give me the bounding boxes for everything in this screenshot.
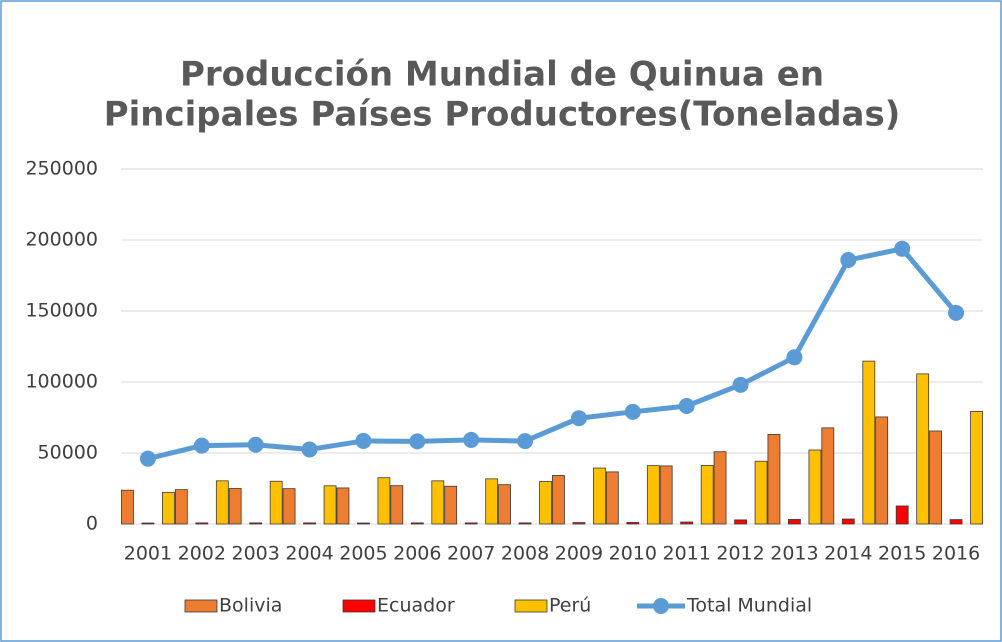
legend-swatch — [653, 598, 669, 614]
bar — [518, 522, 532, 525]
bar — [929, 430, 942, 525]
line-marker — [624, 403, 641, 420]
chart-title: Producción Mundial de Quinua en — [180, 55, 824, 95]
line-marker — [570, 410, 587, 427]
x-tick-label: 2006 — [393, 543, 441, 565]
bar — [377, 477, 391, 525]
bar — [875, 416, 889, 525]
x-tick-label: 2008 — [501, 543, 549, 565]
x-tick-label: 2001 — [124, 543, 172, 565]
bar — [228, 488, 242, 525]
line — [147, 246, 958, 462]
line-marker — [301, 441, 318, 458]
bar — [572, 522, 586, 525]
bar — [357, 522, 370, 525]
bar — [949, 519, 963, 525]
line-marker — [840, 252, 857, 269]
y-tick-label: 100000 — [25, 371, 98, 393]
bar — [862, 360, 876, 525]
line-marker — [409, 433, 426, 450]
bar — [734, 519, 747, 525]
x-tick-label: 2012 — [716, 543, 764, 565]
y-tick-label: 200000 — [25, 229, 98, 251]
x-tick-label: 2007 — [447, 543, 495, 565]
bar — [162, 491, 175, 525]
legend-swatch — [514, 599, 548, 613]
bar — [916, 373, 930, 525]
bar — [249, 522, 263, 525]
line-marker — [894, 240, 911, 257]
bar — [552, 475, 565, 525]
x-tick-label: 2015 — [878, 543, 926, 565]
bar — [970, 410, 983, 525]
bar — [895, 505, 909, 525]
chart-title: Pincipales Países Productores(Toneladas) — [104, 95, 901, 135]
line-marker — [463, 431, 480, 448]
bar — [841, 518, 855, 525]
x-tick-label: 2004 — [285, 543, 333, 565]
bar — [808, 449, 822, 525]
bar — [121, 489, 134, 525]
bar — [700, 465, 714, 525]
bar — [821, 427, 835, 525]
legend-swatch — [342, 599, 376, 613]
line-marker — [355, 432, 372, 449]
x-tick-label: 2016 — [932, 543, 980, 565]
bar — [626, 522, 640, 525]
bar — [680, 521, 694, 525]
bar — [646, 465, 660, 525]
line-marker — [732, 376, 749, 393]
bar — [767, 433, 781, 525]
bar — [659, 465, 673, 525]
bar — [605, 471, 619, 525]
bar — [464, 522, 478, 525]
legend-label: Perú — [549, 595, 591, 617]
x-tick-label: 2013 — [770, 543, 818, 565]
bar — [431, 480, 445, 525]
line-marker — [247, 436, 264, 453]
bar — [303, 522, 316, 525]
bar — [485, 478, 499, 525]
line-marker — [678, 397, 695, 414]
x-tick-label: 2014 — [824, 543, 872, 565]
bar — [539, 481, 552, 525]
legend-label: Total Mundial — [686, 595, 812, 617]
line-marker — [517, 433, 534, 450]
x-tick-label: 2002 — [178, 543, 226, 565]
bar — [444, 485, 458, 525]
bar — [713, 451, 727, 525]
bar — [215, 480, 229, 525]
y-tick-label: 150000 — [25, 300, 98, 322]
bar — [336, 487, 350, 525]
bar — [323, 485, 337, 525]
x-tick-label: 2009 — [555, 543, 603, 565]
legend-label: Bolivia — [219, 595, 282, 617]
x-tick-label: 2011 — [663, 543, 711, 565]
y-tick-label: 250000 — [25, 158, 98, 180]
bar — [141, 522, 155, 525]
line-marker — [193, 437, 210, 454]
x-tick-label: 2010 — [609, 543, 657, 565]
bar — [498, 484, 511, 525]
bar — [269, 480, 283, 525]
x-tick-label: 2003 — [232, 543, 280, 565]
bar — [195, 522, 209, 525]
line-marker — [139, 450, 156, 467]
bar — [410, 522, 424, 525]
bar — [390, 485, 404, 525]
legend-label: Ecuador — [377, 595, 455, 617]
bar — [282, 488, 296, 525]
bar — [593, 467, 606, 525]
x-tick-label: 2005 — [339, 543, 387, 565]
line-marker — [948, 304, 965, 321]
y-tick-label: 0 — [86, 513, 98, 535]
bar — [174, 489, 188, 525]
legend-swatch — [184, 599, 218, 613]
bar — [754, 460, 768, 525]
line-marker — [786, 349, 803, 366]
bar — [788, 519, 801, 525]
y-tick-label: 50000 — [38, 442, 98, 464]
